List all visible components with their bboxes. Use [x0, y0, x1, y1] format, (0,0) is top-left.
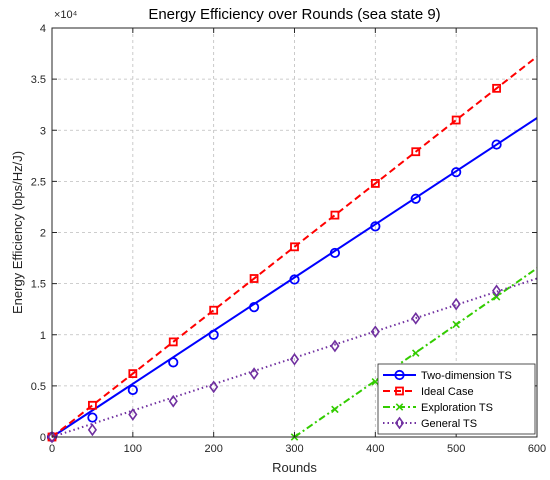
y-tick-label: 3.5 — [31, 74, 46, 86]
data-point — [168, 394, 178, 408]
data-point — [411, 147, 421, 157]
y-tick-label: 3 — [40, 125, 46, 137]
x-axis-label: Rounds — [272, 460, 317, 475]
chart-title: Energy Efficiency over Rounds (sea state… — [148, 6, 440, 23]
y-tick-label: 1.5 — [31, 279, 46, 291]
series-line — [51, 55, 538, 438]
legend-label: Ideal Case — [421, 386, 474, 398]
data-point — [329, 247, 341, 259]
data-point — [370, 221, 381, 232]
x-tick-label: 600 — [528, 443, 546, 455]
legend-label: General TS — [421, 418, 477, 430]
series-markers — [47, 83, 501, 442]
data-point — [451, 297, 461, 311]
data-point — [394, 369, 405, 381]
legend-label: Exploration TS — [421, 402, 493, 414]
y-tick-label: 2 — [40, 228, 46, 240]
y-tick-label: 1 — [40, 330, 46, 342]
data-point — [289, 352, 300, 366]
y-axis-exponent: ×10⁴ — [54, 9, 78, 21]
y-tick-label: 0 — [40, 432, 46, 444]
data-point — [492, 83, 501, 93]
data-point — [168, 337, 178, 347]
data-point — [410, 193, 421, 204]
x-tick-label: 100 — [124, 443, 142, 455]
data-point-stroke — [371, 378, 380, 386]
data-point — [209, 380, 219, 394]
y-axis-label: Energy Efficiency (bps/Hz/J) — [10, 151, 25, 314]
series-markers — [46, 139, 502, 443]
data-point — [87, 423, 98, 437]
data-point — [451, 115, 461, 125]
x-tick-label: 300 — [285, 443, 303, 455]
data-point — [491, 284, 502, 298]
data-point — [290, 242, 299, 252]
data-point-stroke — [395, 403, 404, 411]
data-point — [370, 325, 380, 339]
y-tick-label: 2.5 — [31, 176, 46, 188]
x-tick-label: 500 — [447, 443, 465, 455]
data-point-stroke — [452, 320, 460, 329]
data-point — [331, 405, 339, 414]
data-point — [248, 302, 260, 313]
x-tick-label: 200 — [204, 443, 222, 455]
data-point — [47, 430, 57, 444]
data-point — [451, 167, 462, 178]
data-point — [88, 400, 97, 410]
data-point — [209, 305, 219, 315]
x-tick-label: 400 — [366, 443, 384, 455]
data-point — [411, 312, 421, 325]
data-point — [395, 403, 404, 411]
data-point — [330, 339, 340, 353]
x-tick-label: 0 — [49, 443, 55, 455]
data-point — [128, 408, 138, 421]
data-point — [452, 320, 460, 329]
data-point-stroke — [331, 405, 339, 414]
data-point — [371, 378, 380, 386]
data-point-stroke — [411, 349, 420, 357]
data-point — [491, 139, 502, 150]
y-tick-label: 0.5 — [31, 381, 46, 393]
data-point — [127, 384, 138, 396]
series-line — [51, 117, 538, 438]
data-point — [249, 367, 259, 380]
data-point — [87, 412, 98, 423]
y-tick-label: 4 — [40, 23, 46, 35]
data-point — [128, 369, 138, 379]
data-point — [370, 179, 380, 188]
data-point — [168, 357, 179, 368]
data-point — [249, 274, 259, 283]
data-point — [394, 416, 405, 430]
legend: Two-dimension TS Ideal Case Exploration TS… — [377, 363, 536, 435]
data-point — [411, 349, 420, 357]
data-point — [208, 329, 219, 340]
data-point — [330, 210, 340, 220]
series-markers — [47, 284, 502, 444]
data-point — [289, 274, 300, 285]
data-point — [395, 386, 404, 396]
legend-label: Two-dimension TS — [421, 370, 512, 382]
